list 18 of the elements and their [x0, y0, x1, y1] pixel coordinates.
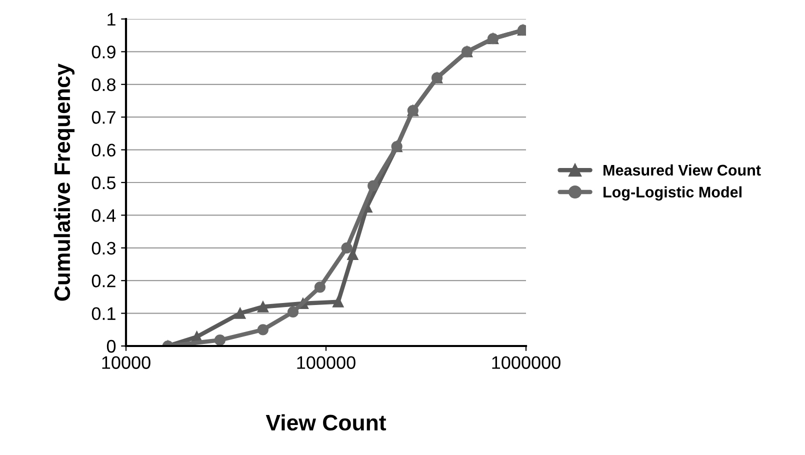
- x-tick-label: 10000: [102, 356, 150, 369]
- legend-label: Log-Logistic Model: [604, 186, 742, 201]
- y-tick-label: 1: [108, 13, 116, 26]
- y-tick-label: 0.7: [92, 111, 116, 124]
- x-tick-label: 1000000: [492, 356, 560, 369]
- y-tick-label: 0.6: [92, 144, 116, 157]
- y-tick-label: 0.4: [92, 209, 116, 222]
- y-tick-label: 0.2: [92, 274, 116, 288]
- y-tick-label: 0: [106, 340, 116, 353]
- y-tick-label: 0.3: [92, 242, 116, 255]
- y-tick-label: 0.1: [92, 307, 116, 320]
- x-axis-title: View Count: [266, 414, 386, 431]
- legend-label: Measured View Count: [604, 164, 761, 176]
- x-tick-label: 100000: [297, 356, 356, 369]
- y-tick-label: 0.8: [92, 78, 116, 92]
- y-axis-title: Cumulative Frequency: [54, 63, 75, 301]
- y-tick-label: 0.5: [92, 176, 116, 190]
- y-tick-label: 0.9: [92, 46, 116, 58]
